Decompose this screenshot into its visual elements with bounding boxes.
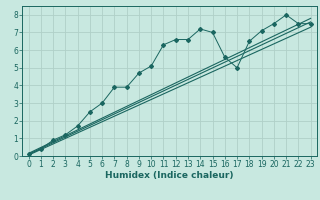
X-axis label: Humidex (Indice chaleur): Humidex (Indice chaleur) [105,171,234,180]
